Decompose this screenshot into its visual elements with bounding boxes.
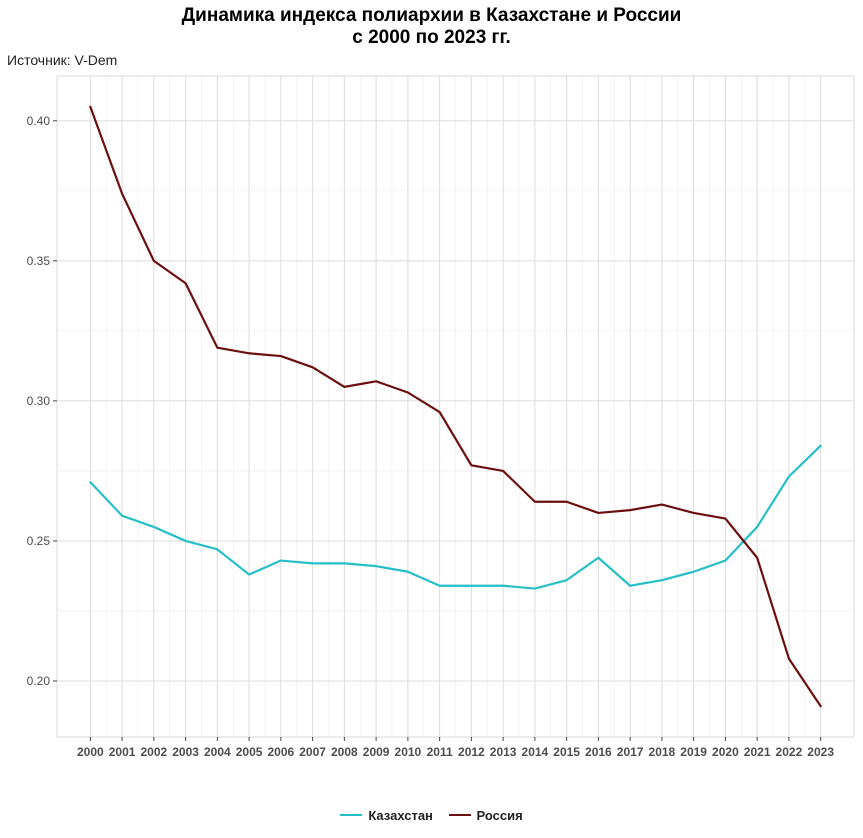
legend-label-kazakhstan: Казахстан [368,807,433,823]
legend-item-russia[interactable]: Россия [448,807,523,823]
x-tick-label: 2023 [807,745,834,759]
x-tick-label: 2012 [458,745,485,759]
legend-swatch-kazakhstan [340,814,363,816]
chart-title-line-2: с 2000 по 2023 гг. [352,27,511,48]
y-tick-label: 0.35 [27,254,51,268]
x-tick-label: 2008 [331,745,358,759]
x-tick-label: 2003 [172,745,199,759]
x-tick-label: 2014 [522,745,549,759]
series-line-russia [89,105,822,708]
axes: 0.20 0.25 0.30 0.35 0.40 2000 2001 2002 2003 2004… [27,114,835,759]
x-tick-label: 2017 [617,745,644,759]
y-tick-label: 0.20 [27,674,51,688]
x-tick-label: 2004 [204,745,231,759]
x-tick-label: 2020 [712,745,739,759]
x-tick-label: 2007 [299,745,326,759]
x-tick-label: 2013 [490,745,517,759]
chart-caption: Источник: V-Dem [7,52,118,68]
x-tick-label: 2001 [109,745,136,759]
x-tick-label: 2002 [140,745,167,759]
legend-item-kazakhstan[interactable]: Казахстан [340,808,433,823]
x-tick-label: 2010 [395,745,422,759]
x-tick-label: 2015 [553,745,580,759]
x-tick-label: 2019 [680,745,707,759]
y-tick-label: 0.40 [27,114,51,128]
chart-title: Динамика индекса полиархии в Казахстане … [0,5,863,49]
x-tick-label: 2021 [744,745,771,759]
x-tick-label: 2018 [649,745,676,759]
x-tick-label: 2022 [776,745,803,759]
x-tick-label: 2011 [427,745,453,759]
series-lines [89,105,822,708]
y-tick-label: 0.25 [27,534,51,548]
legend-label-russia: Россия [476,807,523,823]
legend-swatch-russia [448,814,471,816]
x-tick-label: 2006 [268,745,295,759]
line-chart: 0.20 0.25 0.30 0.35 0.40 2000 2001 2002 2003 2004… [27,75,855,759]
x-tick-label: 2005 [236,745,263,759]
legend: Казахстан Россия [0,804,863,823]
grid [56,75,855,738]
x-tick-label: 2000 [77,745,104,759]
y-tick-label: 0.30 [27,394,51,408]
series-line-kazakhstan [89,444,822,590]
x-tick-label: 2016 [585,745,612,759]
chart-title-line-1: Динамика индекса полиархии в Казахстане … [181,5,682,26]
x-tick-label: 2009 [363,745,390,759]
